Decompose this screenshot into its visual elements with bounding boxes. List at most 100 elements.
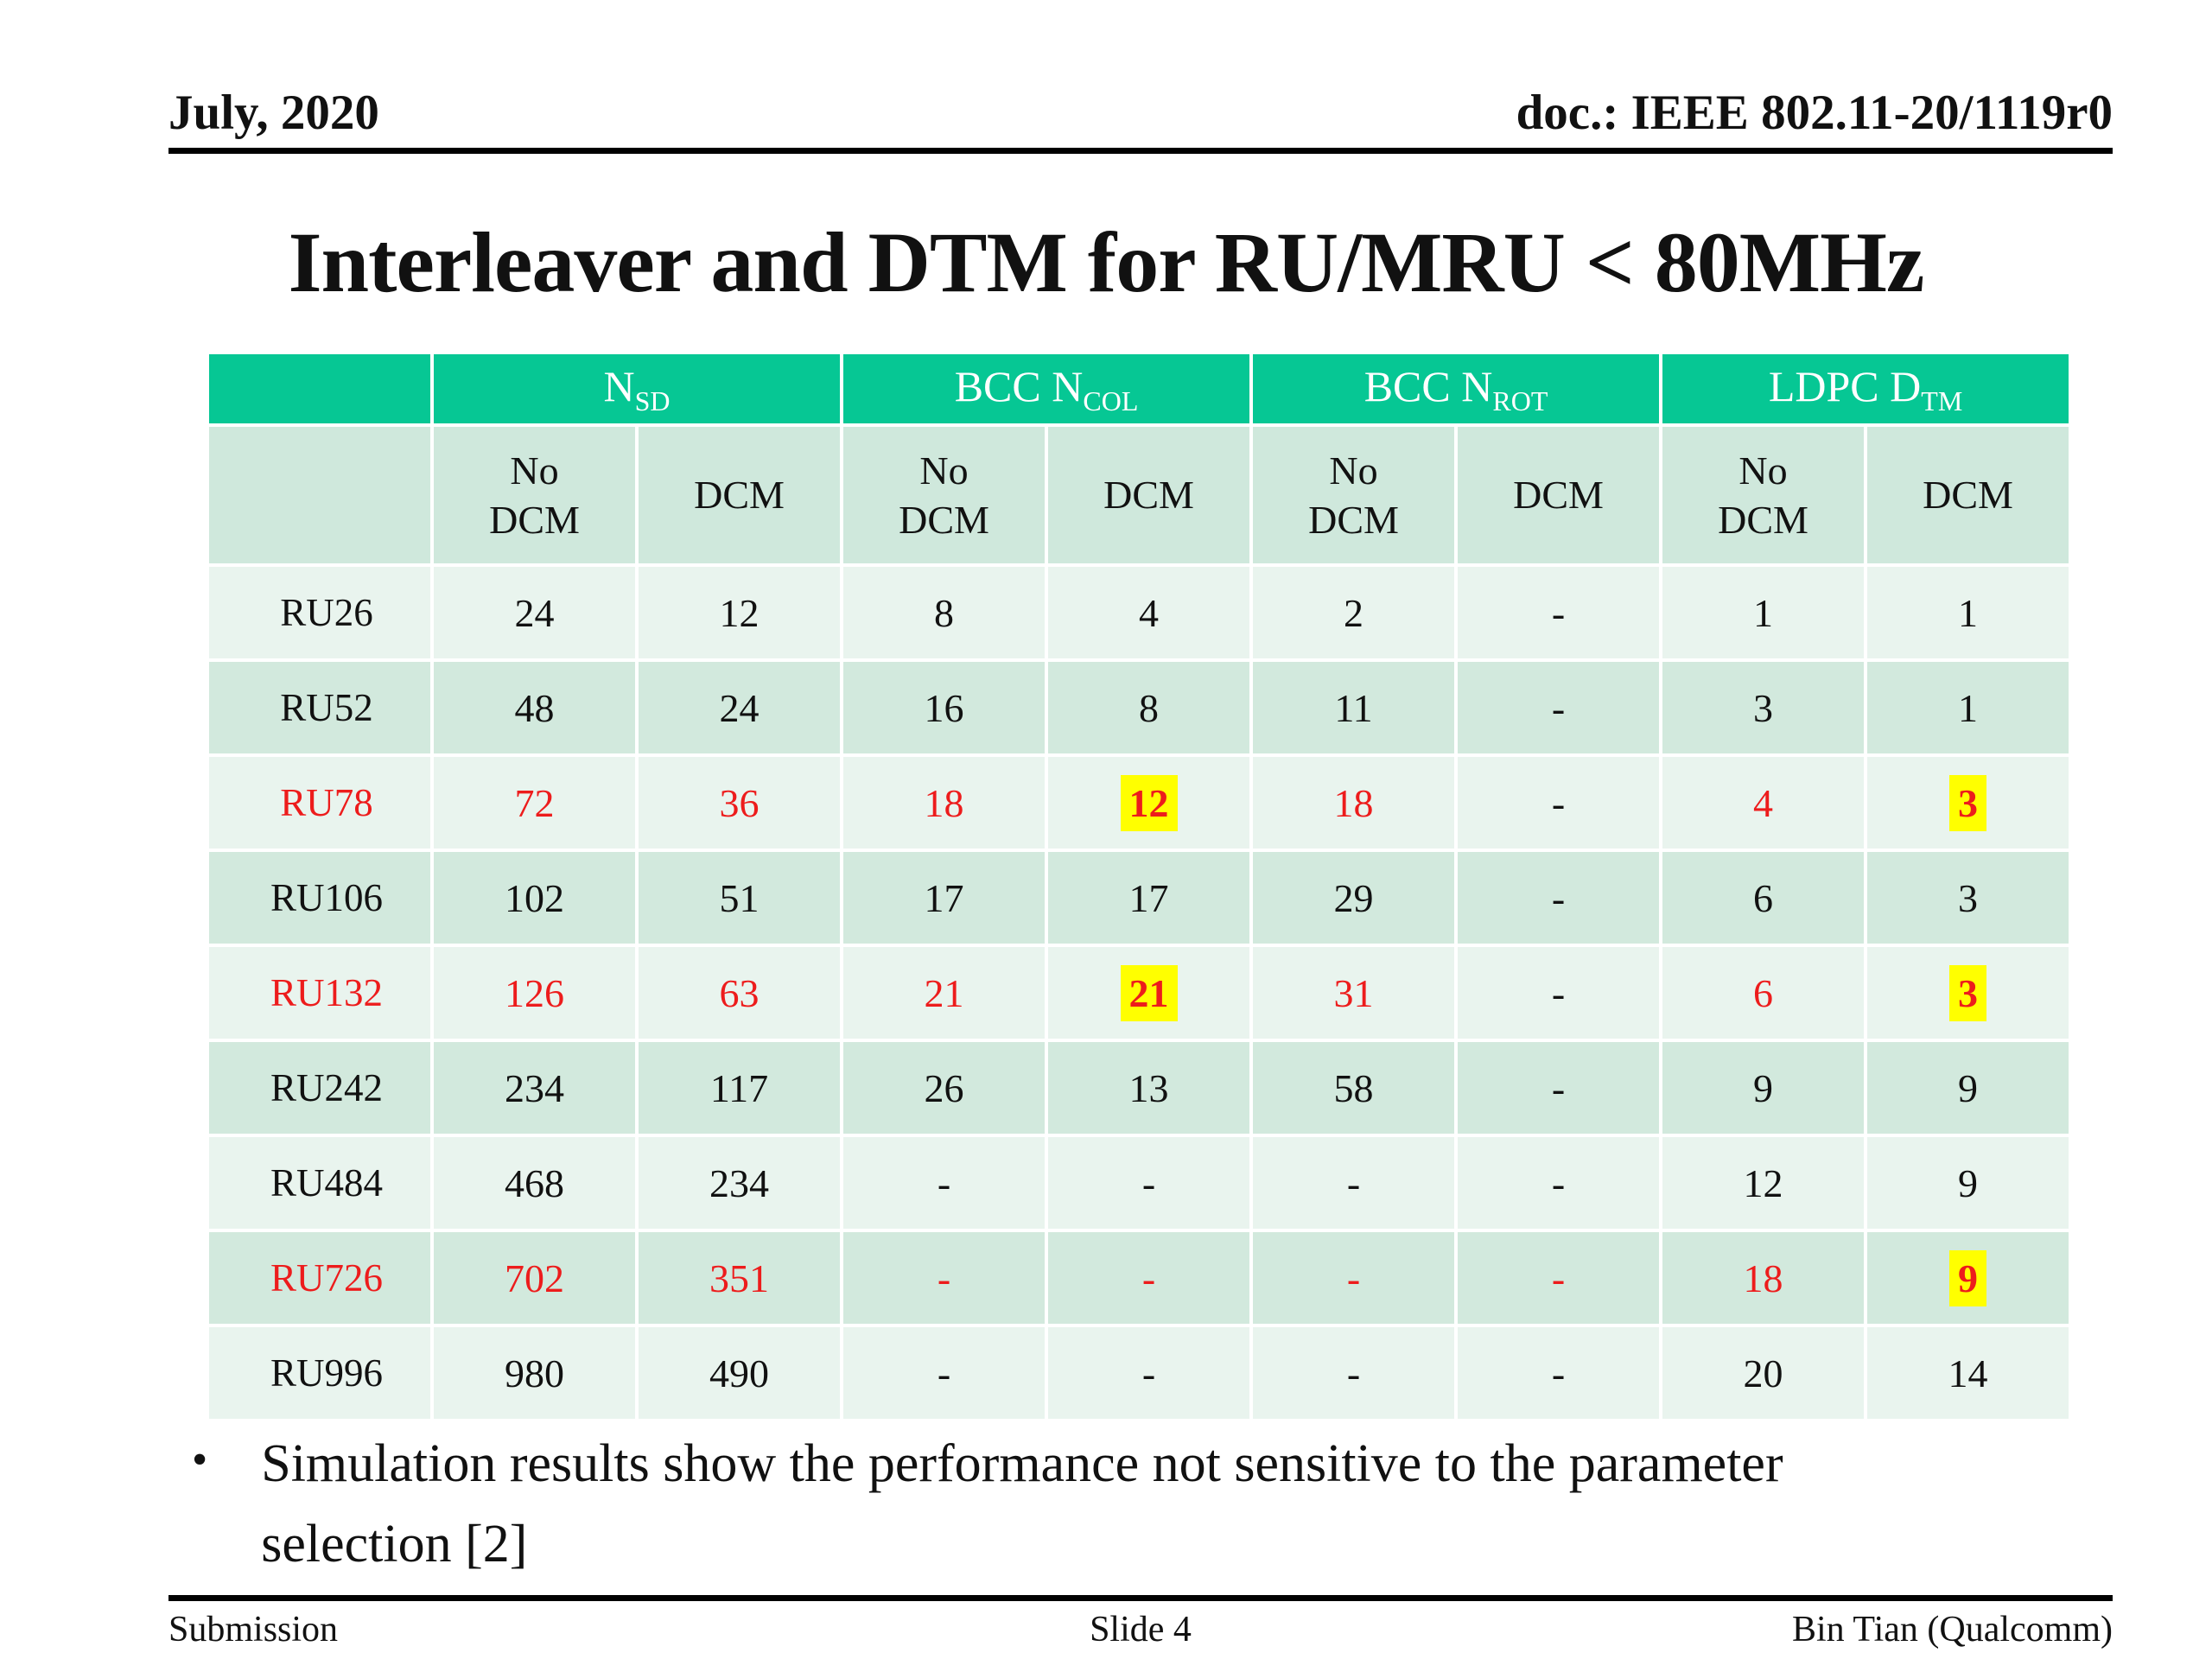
cell-value: 63 — [719, 970, 760, 1015]
column-subheader: DCM — [1048, 427, 1250, 563]
cell-value: 48 — [514, 685, 555, 730]
column-subheader: No DCM — [843, 427, 1046, 563]
cell-value: 18 — [1743, 1255, 1783, 1300]
footer-author: Bin Tian (Qualcomm) — [1791, 1610, 2113, 1649]
bullet-text: Simulation results show the performance … — [261, 1434, 1783, 1573]
parameter-table: NSD BCC NCOL BCC NROT LDPC DTM No DCM DCM No D… — [206, 351, 2072, 1422]
table-cell: 63 — [639, 947, 841, 1039]
row-label: RU484 — [209, 1137, 430, 1229]
cell-value: 26 — [924, 1065, 964, 1110]
row-label: RU78 — [209, 757, 430, 849]
cell-value: 17 — [1128, 875, 1169, 920]
table-cell: 4 — [1048, 567, 1250, 658]
column-subheader: DCM — [639, 427, 841, 563]
table-cell: - — [1048, 1232, 1250, 1324]
column-group-subscript: TM — [1921, 385, 1963, 416]
cell-value: 702 — [505, 1255, 564, 1300]
table-cell: 6 — [1662, 852, 1865, 944]
table-cell: - — [1458, 1232, 1660, 1324]
cell-value: 8 — [934, 590, 955, 635]
column-subheader: DCM — [1867, 427, 2069, 563]
table-cell: 26 — [843, 1042, 1046, 1134]
footer-rule — [168, 1595, 2113, 1601]
cell-value: 31 — [1333, 970, 1374, 1015]
cell-value: 24 — [719, 685, 760, 730]
table-cell: 12 — [1662, 1137, 1865, 1229]
cell-value: 12 — [719, 590, 760, 635]
cell-value: - — [937, 1160, 951, 1205]
table-row: RU132 126 63 21 21 31-6 3 — [209, 947, 2069, 1039]
highlighted-value: 9 — [1949, 1249, 1987, 1306]
table-cell: 490 — [639, 1327, 841, 1419]
table-cell: 21 — [843, 947, 1046, 1039]
cell-value: 2 — [1344, 590, 1364, 635]
table-cell: 1 — [1867, 662, 2069, 753]
table-cell: - — [1253, 1137, 1455, 1229]
table-cell: 17 — [1048, 852, 1250, 944]
table-cell: 9 — [1867, 1137, 2069, 1229]
cell-value: 51 — [719, 875, 760, 920]
cell-value: 72 — [514, 780, 555, 825]
cell-value: 12 — [1743, 1160, 1783, 1205]
cell-value: 3 — [1753, 685, 1774, 730]
cell-value: - — [1551, 1065, 1566, 1110]
table-cell: 6 — [1662, 947, 1865, 1039]
row-label: RU26 — [209, 567, 430, 658]
table-cell: 1 — [1867, 567, 2069, 658]
table-cell: 9 — [1662, 1042, 1865, 1134]
cell-value: - — [1346, 1255, 1361, 1300]
cell-value: 9 — [1753, 1065, 1774, 1110]
column-group-subscript: COL — [1083, 385, 1139, 416]
table-cell: 21 — [1048, 947, 1250, 1039]
table-cell: 14 — [1867, 1327, 2069, 1419]
table-row: RU52 48 24 16 8 11 - 3 1 — [209, 662, 2069, 753]
cell-value: 18 — [924, 780, 964, 825]
row-label: RU996 — [209, 1327, 430, 1419]
table-cell: 468 — [434, 1137, 635, 1229]
column-group-label: N — [603, 361, 635, 410]
cell-value: 1 — [1958, 590, 1979, 635]
table-cell: 4 — [1662, 757, 1865, 849]
table-row: RU242 234 117 26 13 58 - 9 9 — [209, 1042, 2069, 1134]
column-group-subscript: SD — [634, 385, 671, 416]
table-cell: 72 — [434, 757, 635, 849]
column-group-label: LDPC D — [1768, 361, 1922, 410]
cell-value: 6 — [1753, 875, 1774, 920]
cell-value: 11 — [1334, 685, 1373, 730]
table-cell: 702 — [434, 1232, 635, 1324]
cell-value: - — [1551, 875, 1566, 920]
table-cell: - — [843, 1137, 1046, 1229]
cell-value: 6 — [1753, 970, 1774, 1015]
table-cell: - — [843, 1232, 1046, 1324]
column-subheader: No DCM — [434, 427, 635, 563]
table-cell: - — [1458, 1137, 1660, 1229]
table-cell: 31 — [1253, 947, 1455, 1039]
row-label: RU106 — [209, 852, 430, 944]
cell-value: 102 — [505, 875, 564, 920]
table-cell: 351 — [639, 1232, 841, 1324]
table-cell: 20 — [1662, 1327, 1865, 1419]
row-label: RU132 — [209, 947, 430, 1039]
cell-value: 36 — [719, 780, 760, 825]
slide-footer: Submission Slide 4 Bin Tian (Qualcomm) — [168, 1609, 2113, 1650]
cell-value: 1 — [1753, 590, 1774, 635]
corner-cell — [209, 354, 430, 423]
table-cell: 18 — [1662, 1232, 1865, 1324]
cell-value: 468 — [505, 1160, 564, 1205]
table-cell: 8 — [843, 567, 1046, 658]
row-label: RU726 — [209, 1232, 430, 1324]
table-cell: 29 — [1253, 852, 1455, 944]
table-cell: 3 — [1867, 757, 2069, 849]
column-group-header: LDPC DTM — [1662, 354, 2069, 423]
table-cell: 24 — [434, 567, 635, 658]
table-cell: 2 — [1253, 567, 1455, 658]
cell-value: - — [937, 1255, 951, 1300]
subcorner-cell — [209, 427, 430, 563]
cell-value: 490 — [709, 1351, 769, 1395]
table-cell: 1 — [1662, 567, 1865, 658]
table-row: RU484 468 234 - - - - 12 9 — [209, 1137, 2069, 1229]
table-row: RU726 702 351 - - - - 18 9 — [209, 1232, 2069, 1324]
cell-value: 13 — [1128, 1065, 1169, 1110]
cell-value: 21 — [924, 970, 964, 1015]
highlighted-value: 3 — [1949, 774, 1987, 831]
